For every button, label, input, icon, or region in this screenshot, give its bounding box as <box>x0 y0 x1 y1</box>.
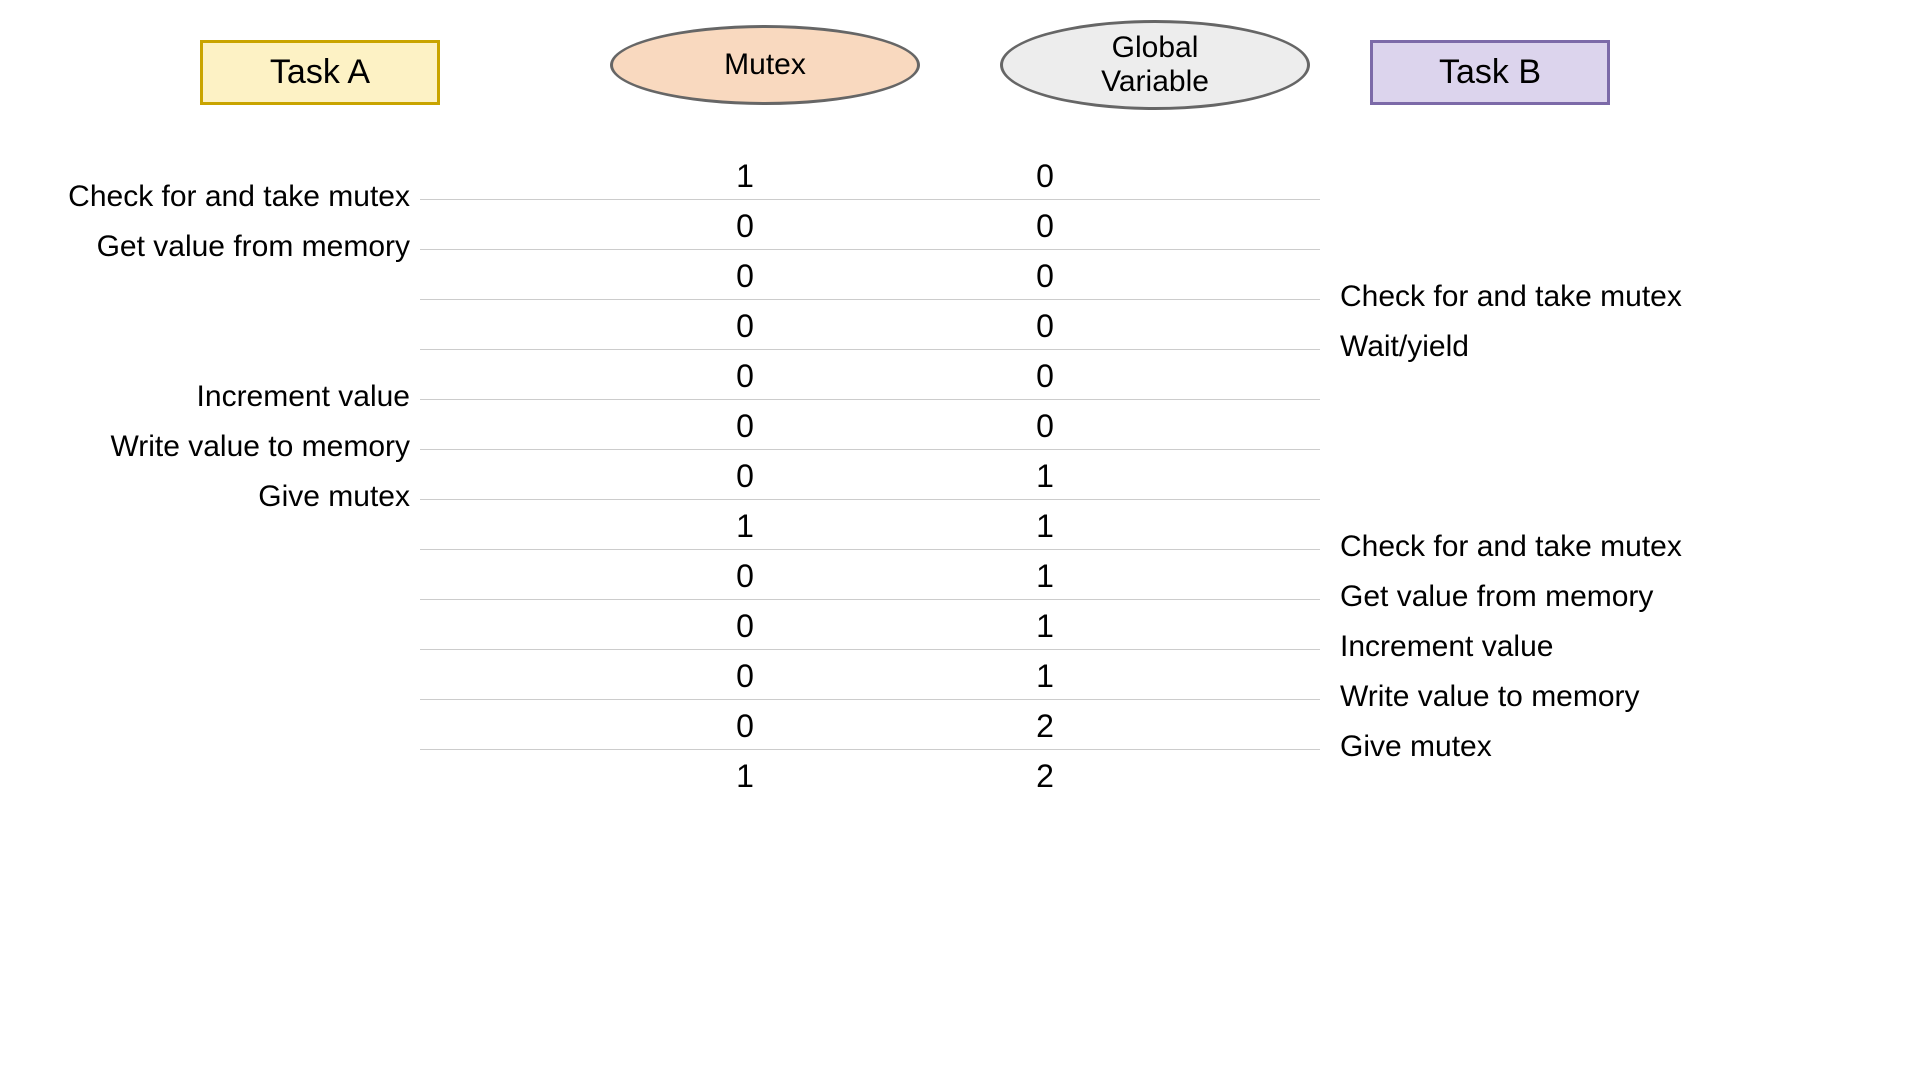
task-b-label: Task B <box>1439 53 1541 91</box>
global-value: 0 <box>1025 158 1065 195</box>
task-b-step-label: Increment value <box>1340 630 1760 664</box>
global-var-header: GlobalVariable <box>1000 20 1310 110</box>
timeline-row: 10 <box>420 150 1320 200</box>
mutex-value: 0 <box>725 708 765 745</box>
task-a-step-label: Get value from memory <box>30 230 410 264</box>
timeline-row: 01 <box>420 550 1320 600</box>
task-b-step-label: Write value to memory <box>1340 680 1760 714</box>
task-a-step-label: Increment value <box>30 380 410 414</box>
mutex-value: 0 <box>725 558 765 595</box>
timeline-row: 11 <box>420 500 1320 550</box>
global-value: 1 <box>1025 558 1065 595</box>
task-b-step-label: Get value from memory <box>1340 580 1760 614</box>
global-value: 0 <box>1025 408 1065 445</box>
global-value: 0 <box>1025 258 1065 295</box>
task-a-label: Task A <box>270 53 370 91</box>
timeline-row: 12 <box>420 750 1320 800</box>
task-b-step-label: Wait/yield <box>1340 330 1760 364</box>
global-value: 0 <box>1025 208 1065 245</box>
mutex-value: 0 <box>725 308 765 345</box>
mutex-value: 0 <box>725 408 765 445</box>
global-value: 1 <box>1025 608 1065 645</box>
task-b-step-label: Give mutex <box>1340 730 1760 764</box>
mutex-value: 1 <box>725 508 765 545</box>
global-value: 2 <box>1025 758 1065 795</box>
header-row: Task A Mutex GlobalVariable Task B <box>0 30 1920 120</box>
global-value: 0 <box>1025 308 1065 345</box>
task-a-header: Task A <box>200 40 440 105</box>
timeline-row: 00 <box>420 200 1320 250</box>
timeline-row: 01 <box>420 600 1320 650</box>
timeline-table: 10000000000001110101010212 <box>420 150 1320 800</box>
timeline-row: 00 <box>420 300 1320 350</box>
global-var-label: GlobalVariable <box>1101 31 1209 100</box>
mutex-value: 0 <box>725 608 765 645</box>
mutex-value: 0 <box>725 208 765 245</box>
timeline-row: 00 <box>420 400 1320 450</box>
timeline-row: 00 <box>420 250 1320 300</box>
task-a-step-label: Check for and take mutex <box>30 180 410 214</box>
mutex-value: 1 <box>725 758 765 795</box>
mutex-value: 0 <box>725 658 765 695</box>
global-value: 1 <box>1025 658 1065 695</box>
task-a-step-label: Give mutex <box>30 480 410 514</box>
task-b-step-label: Check for and take mutex <box>1340 280 1760 314</box>
task-a-step-label: Write value to memory <box>30 430 410 464</box>
mutex-value: 1 <box>725 158 765 195</box>
global-value: 1 <box>1025 508 1065 545</box>
task-b-header: Task B <box>1370 40 1610 105</box>
timeline-row: 01 <box>420 650 1320 700</box>
mutex-label: Mutex <box>724 48 806 83</box>
timeline-row: 02 <box>420 700 1320 750</box>
timeline-row: 01 <box>420 450 1320 500</box>
global-value: 2 <box>1025 708 1065 745</box>
global-value: 1 <box>1025 458 1065 495</box>
task-b-step-label: Check for and take mutex <box>1340 530 1760 564</box>
timeline-row: 00 <box>420 350 1320 400</box>
mutex-header: Mutex <box>610 25 920 105</box>
mutex-value: 0 <box>725 458 765 495</box>
mutex-value: 0 <box>725 358 765 395</box>
mutex-value: 0 <box>725 258 765 295</box>
global-value: 0 <box>1025 358 1065 395</box>
